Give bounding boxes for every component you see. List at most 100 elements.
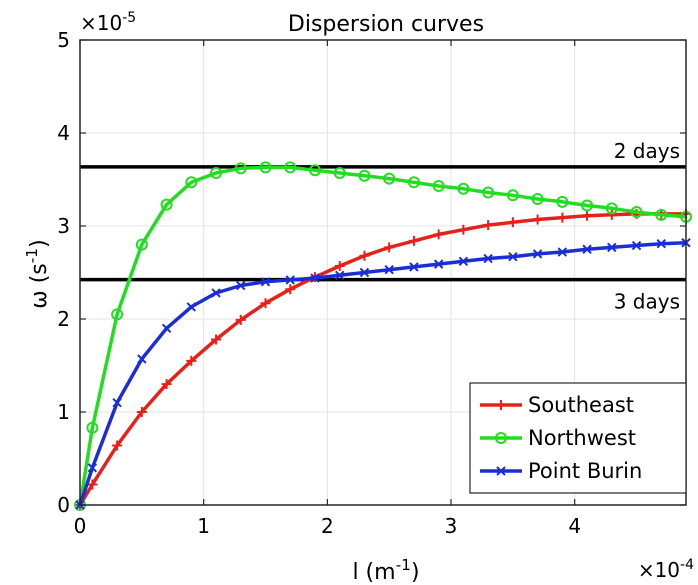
data-point bbox=[496, 466, 506, 476]
plot-frame bbox=[79, 39, 687, 506]
data-point bbox=[383, 172, 396, 185]
legend-entry: Point Burin bbox=[480, 459, 642, 483]
data-point bbox=[507, 217, 518, 228]
x-tick-label: 0 bbox=[74, 514, 87, 538]
data-point bbox=[260, 277, 271, 287]
data-point bbox=[433, 259, 444, 269]
data-point bbox=[506, 189, 519, 202]
data-point bbox=[260, 298, 271, 309]
reference-line-label: 2 days bbox=[614, 139, 680, 163]
data-point bbox=[384, 242, 395, 253]
data-point bbox=[136, 407, 147, 417]
data-point bbox=[656, 238, 666, 249]
data-point bbox=[433, 229, 444, 240]
x-tick-label: 2 bbox=[321, 514, 334, 538]
data-point bbox=[285, 275, 295, 285]
y-tick-label: 4 bbox=[57, 121, 70, 145]
data-point bbox=[284, 161, 297, 174]
y-axis-multiplier: ×10-5 bbox=[80, 10, 136, 35]
data-point bbox=[532, 249, 543, 259]
data-point bbox=[334, 260, 345, 271]
legend-label: Point Burin bbox=[528, 459, 642, 483]
data-point bbox=[86, 421, 99, 434]
data-point bbox=[359, 250, 370, 261]
data-point bbox=[531, 193, 544, 206]
chart-title: Dispersion curves bbox=[288, 12, 484, 37]
series-northwest bbox=[74, 161, 692, 511]
data-point bbox=[186, 302, 197, 312]
y-tick-label: 1 bbox=[57, 400, 70, 424]
data-point bbox=[87, 463, 98, 473]
data-point bbox=[483, 220, 494, 231]
data-point bbox=[335, 270, 345, 280]
data-point bbox=[631, 240, 642, 251]
data-point bbox=[407, 176, 420, 189]
data-point bbox=[137, 354, 147, 364]
legend-entry: Northwest bbox=[480, 426, 636, 450]
x-axis-label: l (m-1) bbox=[352, 556, 419, 585]
data-point bbox=[606, 209, 617, 220]
data-point bbox=[495, 432, 507, 444]
series-point-burin bbox=[75, 238, 691, 510]
legend: Southeast Northwest Point Burin bbox=[469, 382, 687, 494]
y-tick-label: 3 bbox=[57, 214, 70, 238]
data-point bbox=[557, 247, 568, 257]
data-point bbox=[409, 262, 419, 272]
data-point bbox=[458, 256, 469, 267]
data-point bbox=[582, 210, 593, 221]
data-point bbox=[186, 355, 197, 366]
data-point bbox=[655, 208, 668, 221]
data-point bbox=[211, 334, 222, 345]
x-tick-label: 4 bbox=[568, 514, 581, 538]
data-point bbox=[210, 166, 223, 179]
data-point bbox=[556, 195, 569, 208]
data-point bbox=[333, 166, 346, 179]
data-point bbox=[557, 212, 568, 223]
data-point bbox=[234, 162, 247, 175]
data-point bbox=[496, 400, 506, 410]
data-point bbox=[508, 251, 518, 262]
x-tick-label: 1 bbox=[197, 514, 210, 538]
data-point bbox=[112, 397, 122, 408]
data-point bbox=[310, 273, 320, 283]
x-axis-multiplier: ×10-4 bbox=[638, 557, 694, 582]
data-point bbox=[185, 176, 198, 189]
legend-entry: Southeast bbox=[480, 393, 634, 417]
data-point bbox=[211, 288, 221, 298]
data-point bbox=[160, 198, 173, 211]
data-point bbox=[359, 267, 370, 278]
data-point bbox=[408, 235, 419, 246]
data-point bbox=[581, 199, 594, 212]
data-point bbox=[285, 284, 296, 295]
data-point bbox=[135, 238, 148, 251]
data-point bbox=[161, 323, 172, 334]
y-tick-label: 0 bbox=[57, 493, 70, 517]
series bbox=[74, 161, 692, 511]
data-point bbox=[482, 186, 495, 199]
data-point bbox=[87, 479, 98, 490]
data-point bbox=[457, 182, 470, 195]
y-tick-label: 5 bbox=[57, 28, 70, 52]
data-point bbox=[259, 161, 272, 174]
data-point bbox=[605, 202, 618, 215]
data-point bbox=[358, 169, 371, 182]
data-point bbox=[483, 253, 493, 264]
data-point bbox=[161, 379, 172, 390]
data-point bbox=[235, 314, 246, 325]
legend-label: Northwest bbox=[528, 426, 636, 450]
data-point bbox=[607, 242, 617, 253]
x-tick-label: 3 bbox=[445, 514, 458, 538]
data-point bbox=[582, 244, 592, 254]
data-point bbox=[112, 440, 123, 451]
data-point bbox=[630, 206, 643, 219]
series-southeast bbox=[75, 208, 691, 510]
reference-line-label: 3 days bbox=[614, 290, 680, 314]
data-point bbox=[532, 214, 543, 225]
data-point bbox=[111, 308, 124, 321]
data-point bbox=[384, 265, 394, 275]
y-axis-label: ω (s-1) bbox=[23, 239, 52, 308]
data-point bbox=[458, 224, 469, 235]
ticks: 0 1 2 3 4 0 1 2 3 4 5 bbox=[57, 28, 686, 538]
